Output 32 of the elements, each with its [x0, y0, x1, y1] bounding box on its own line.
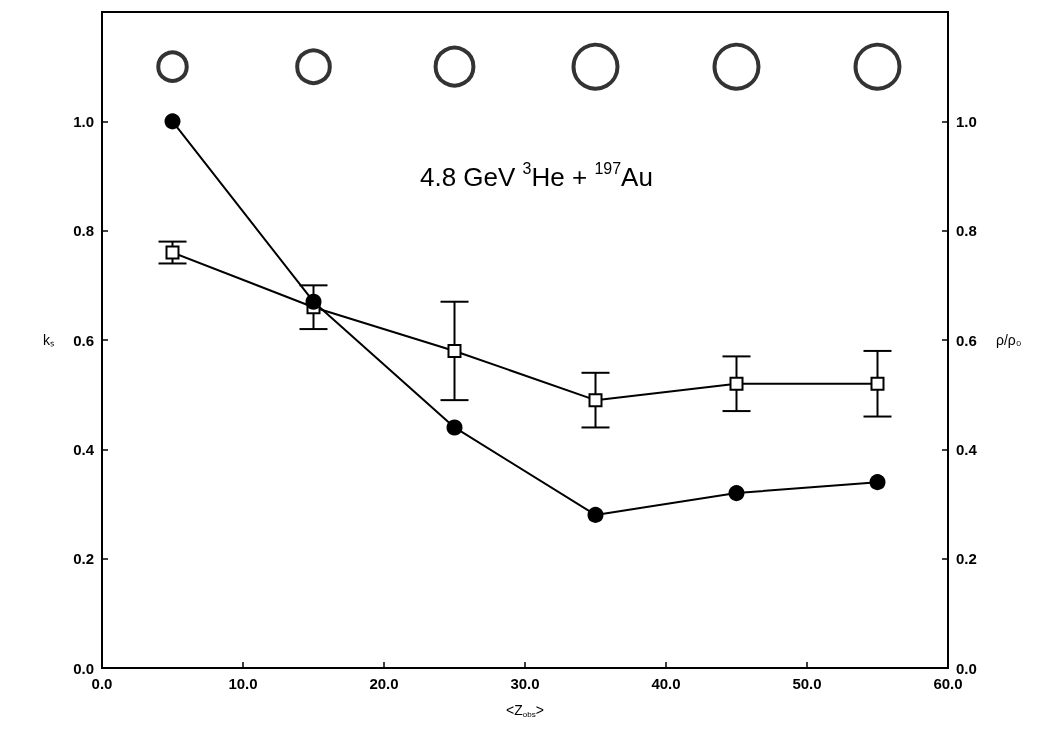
y-tick-label: 0.0 — [73, 659, 94, 677]
y2-tick-label: 0.2 — [956, 550, 977, 568]
point — [729, 376, 744, 391]
y2-tick-label: 0.8 — [956, 222, 977, 240]
x-tick-label: 50.0 — [792, 675, 822, 692]
y-tick-label: 1.0 — [73, 112, 94, 130]
point — [447, 343, 462, 358]
y2-tick-label: 1.0 — [956, 112, 977, 130]
x-tick-label: 0.0 — [91, 675, 113, 692]
point — [446, 419, 463, 436]
x-tick-label: 10.0 — [228, 675, 258, 692]
y-tick-label: 0.4 — [73, 440, 95, 458]
x-tick-label: 60.0 — [933, 675, 963, 692]
point — [869, 474, 886, 491]
point — [587, 506, 604, 523]
y2-axis-title: ρ/ρ₀ — [996, 332, 1022, 348]
point — [305, 293, 322, 310]
y-tick-label: 0.2 — [73, 550, 94, 568]
point — [165, 245, 180, 260]
y-tick-label: 0.6 — [73, 331, 94, 349]
point — [728, 485, 745, 502]
y2-tick-label: 0.6 — [956, 331, 977, 349]
y2-tick-label: 0.4 — [956, 440, 978, 458]
y-tick-label: 0.8 — [73, 222, 94, 240]
x-tick-label: 40.0 — [651, 675, 681, 692]
point — [870, 376, 885, 391]
y-axis-title: kₛ — [43, 332, 54, 348]
point — [164, 113, 181, 130]
point — [588, 393, 603, 408]
x-tick-label: 20.0 — [369, 675, 399, 692]
y2-tick-label: 0.0 — [956, 659, 977, 677]
x-tick-label: 30.0 — [510, 675, 540, 692]
